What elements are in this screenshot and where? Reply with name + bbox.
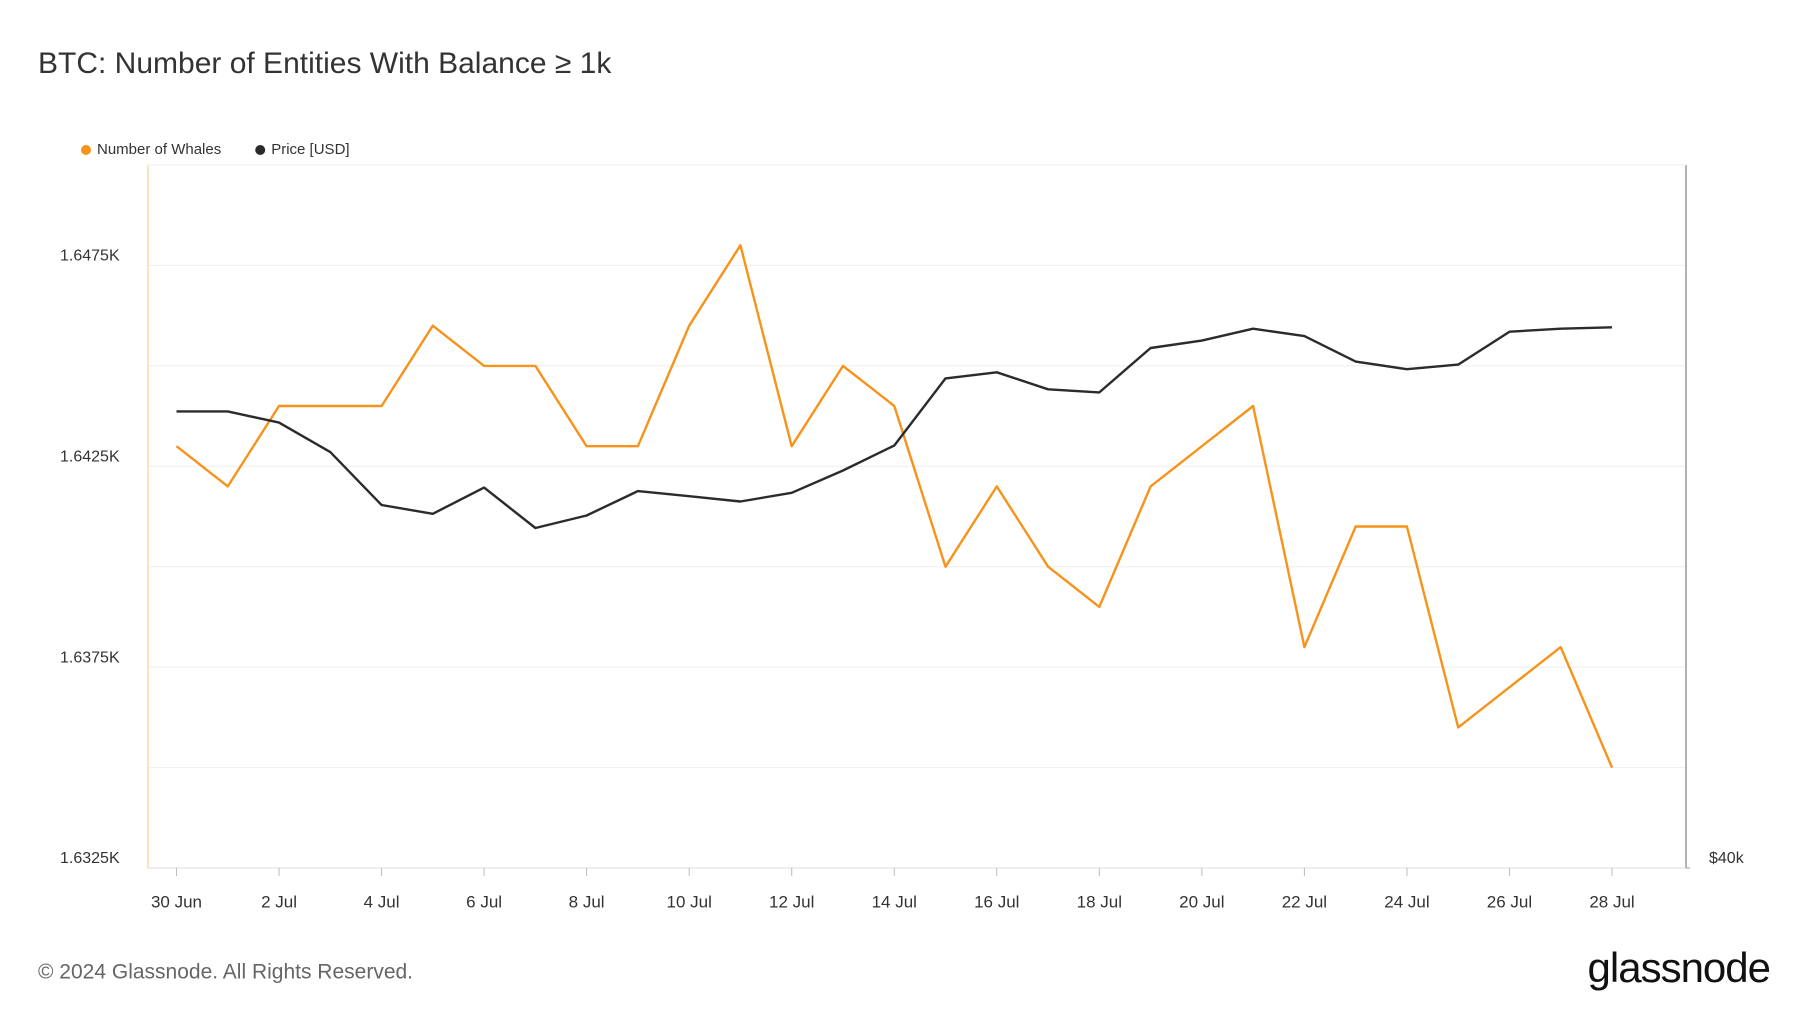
x-tick-label: 26 Jul bbox=[1487, 892, 1532, 911]
y-tick-label: 1.6475K bbox=[60, 248, 120, 265]
x-tick-label: 20 Jul bbox=[1179, 892, 1224, 911]
series-line bbox=[175, 244, 1614, 769]
y-tick-label: 1.6425K bbox=[60, 449, 120, 466]
x-tick-label: 8 Jul bbox=[569, 892, 605, 911]
legend-label: Price [USD] bbox=[271, 141, 349, 158]
x-tick-label: 16 Jul bbox=[974, 892, 1019, 911]
x-tick-label: 6 Jul bbox=[466, 892, 502, 911]
x-tick-label: 22 Jul bbox=[1282, 892, 1327, 911]
x-tick-label: 24 Jul bbox=[1384, 892, 1429, 911]
y-tick-label: 1.6375K bbox=[60, 649, 120, 666]
x-tick-label: 12 Jul bbox=[769, 892, 814, 911]
x-tick-label: 10 Jul bbox=[666, 892, 711, 911]
legend-label: Number of Whales bbox=[97, 141, 221, 158]
chart-title: BTC: Number of Entities With Balance ≥ 1… bbox=[38, 47, 612, 80]
legend-marker bbox=[255, 145, 266, 155]
x-tick-label: 14 Jul bbox=[872, 892, 917, 911]
x-tick-label: 4 Jul bbox=[364, 892, 400, 911]
x-tick-label: 18 Jul bbox=[1077, 892, 1122, 911]
y2-tick-label: $40k bbox=[1709, 850, 1745, 867]
y-tick-label: 1.6325K bbox=[60, 850, 120, 867]
footer: © 2024 Glassnode. All Rights Reserved. bbox=[38, 961, 413, 984]
brand-logo: glassnode bbox=[1588, 944, 1770, 991]
x-tick-label: 30 Jun bbox=[151, 892, 202, 911]
x-tick-label: 2 Jul bbox=[261, 892, 297, 911]
x-tick-label: 28 Jul bbox=[1589, 892, 1634, 911]
legend-marker bbox=[81, 145, 91, 155]
series-line bbox=[176, 326, 1613, 530]
